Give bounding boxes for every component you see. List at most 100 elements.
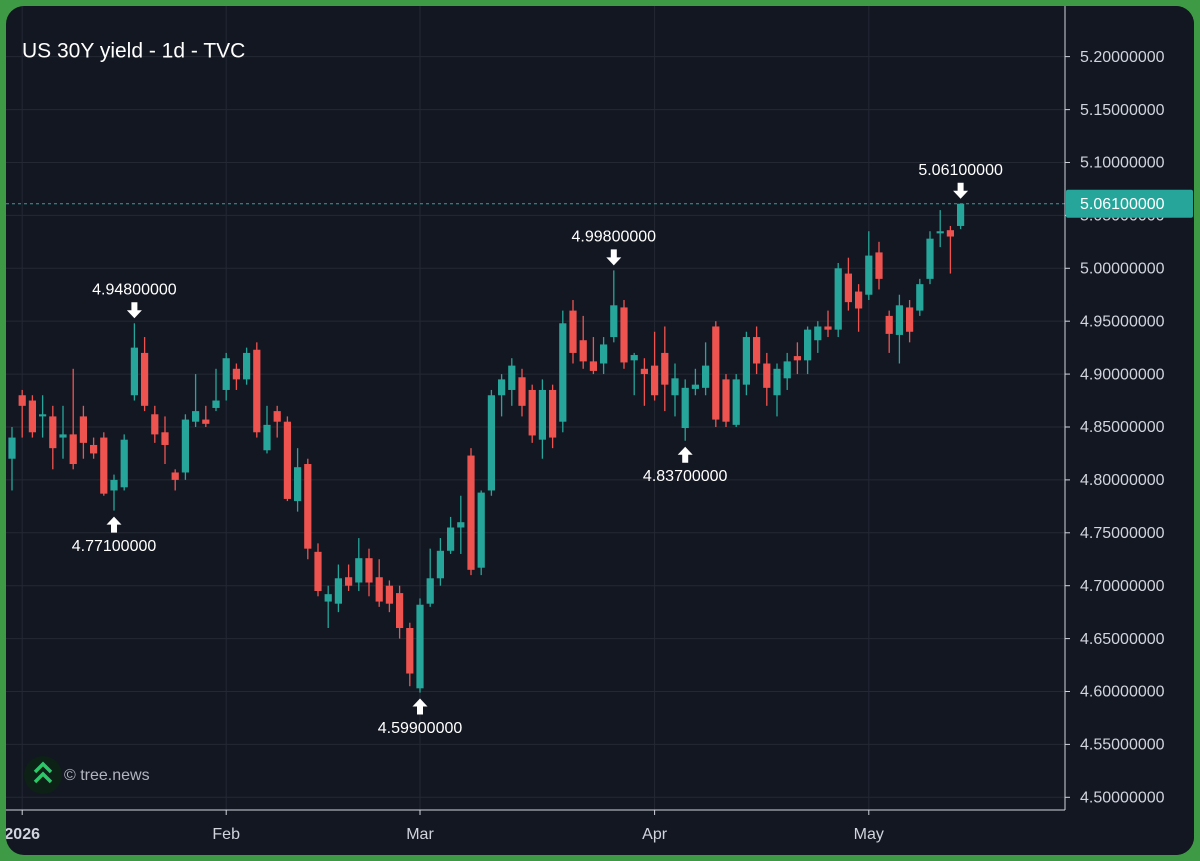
y-tick-label: 4.85000000: [1080, 419, 1165, 436]
candle-body: [8, 437, 16, 459]
arrow-down: [606, 249, 622, 266]
candle-body: [202, 419, 210, 424]
candle-body: [151, 414, 159, 435]
candle-body: [783, 361, 791, 379]
candle-body: [130, 347, 138, 396]
grid: [6, 6, 1065, 810]
candle-body: [651, 365, 659, 396]
candle-body: [161, 432, 169, 445]
candle-body: [885, 315, 893, 334]
y-tick-label: 5.15000000: [1080, 102, 1165, 119]
candle-body: [671, 378, 679, 396]
candle-body: [171, 472, 179, 480]
candle-body: [569, 310, 577, 353]
candle-body: [487, 395, 495, 491]
y-tick-label: 5.00000000: [1080, 260, 1165, 277]
candle-body: [875, 252, 883, 279]
candle-body: [538, 389, 546, 440]
candle-body: [936, 231, 944, 234]
candle-body: [814, 326, 822, 341]
annotation-label: 4.83700000: [643, 468, 728, 485]
candle-body: [834, 268, 842, 330]
candle-body: [69, 434, 77, 465]
candle-body: [702, 365, 710, 388]
candle-body: [39, 414, 47, 417]
candle-body: [630, 355, 638, 361]
candle-body: [375, 577, 383, 602]
candle-body: [804, 329, 812, 361]
candle-body: [49, 416, 57, 449]
candle-body: [600, 344, 608, 364]
y-tick-label: 4.75000000: [1080, 525, 1165, 542]
candle-body: [640, 368, 648, 375]
candle-body: [100, 437, 108, 494]
candle-body: [416, 604, 424, 689]
axis-labels: 4.50000000 4.55000000 4.60000000 4.65000000…: [6, 49, 1193, 843]
candle-body: [661, 352, 669, 385]
candle-body: [946, 230, 954, 237]
x-tick-label: Mar: [406, 826, 434, 843]
candle-body: [324, 594, 332, 602]
candle-body: [28, 400, 36, 433]
annotation-label: 4.99800000: [572, 229, 657, 246]
candle-body: [396, 593, 404, 629]
y-tick-label: 4.80000000: [1080, 472, 1165, 489]
candle-body: [90, 444, 98, 454]
y-tick-label: 5.10000000: [1080, 155, 1165, 172]
price-axis: [1065, 6, 1194, 855]
annotation-label: 4.77100000: [72, 538, 157, 555]
candle-body: [426, 578, 434, 604]
candle-body: [212, 400, 220, 408]
y-tick-label: 4.55000000: [1080, 737, 1165, 754]
candle-body: [467, 455, 475, 570]
candle-body: [406, 628, 414, 674]
candle-body: [620, 307, 628, 363]
chart-window: 4.94800000 4.77100000 4.59900000 4.99800000…: [6, 6, 1194, 855]
candle-body: [895, 305, 903, 335]
chart-title: US 30Y yield - 1d - TVC: [22, 40, 245, 63]
candle-body: [283, 421, 291, 499]
candle-body: [824, 326, 832, 330]
candle-body: [855, 291, 863, 309]
candle-body: [334, 578, 342, 604]
candle-body: [589, 361, 597, 371]
y-tick-label: 4.50000000: [1080, 790, 1165, 807]
candle-body: [742, 337, 750, 385]
candle-body: [385, 585, 393, 604]
candle-body: [865, 255, 873, 295]
arrow-up: [106, 516, 122, 533]
candle-body: [79, 416, 87, 443]
candle-body: [314, 551, 322, 591]
chart: 4.94800000 4.77100000 4.59900000 4.99800000…: [6, 6, 1194, 855]
candle-body: [181, 419, 189, 473]
candle-body: [263, 424, 271, 451]
candle-body: [773, 368, 781, 396]
x-tick-label: May: [854, 826, 884, 843]
last-price-box: [1066, 189, 1193, 218]
y-tick-label: 4.90000000: [1080, 366, 1165, 383]
candle-body: [120, 439, 128, 488]
candle-body: [355, 558, 363, 583]
candle-body: [957, 203, 965, 226]
y-tick-label: 4.95000000: [1080, 313, 1165, 330]
candle-body: [528, 389, 536, 436]
candle-body: [549, 389, 557, 438]
y-tick-label: 5.20000000: [1080, 49, 1165, 66]
candle-body: [508, 365, 516, 390]
candle-body: [681, 387, 689, 429]
candle-body: [253, 349, 261, 433]
candle-body: [477, 492, 485, 568]
candle-body: [110, 479, 118, 491]
candle-body: [345, 577, 353, 586]
last-price-label: 5.06100000: [1080, 196, 1165, 213]
candle-body: [457, 522, 465, 528]
candle-body: [518, 377, 526, 406]
candle-body: [763, 363, 771, 388]
candle-body: [559, 323, 567, 422]
watermark: © tree.news: [64, 767, 150, 784]
candle-body: [691, 384, 699, 389]
candle-body: [222, 358, 230, 390]
candle-body: [844, 273, 852, 303]
candle-body: [436, 550, 444, 579]
arrow-down: [953, 182, 969, 199]
